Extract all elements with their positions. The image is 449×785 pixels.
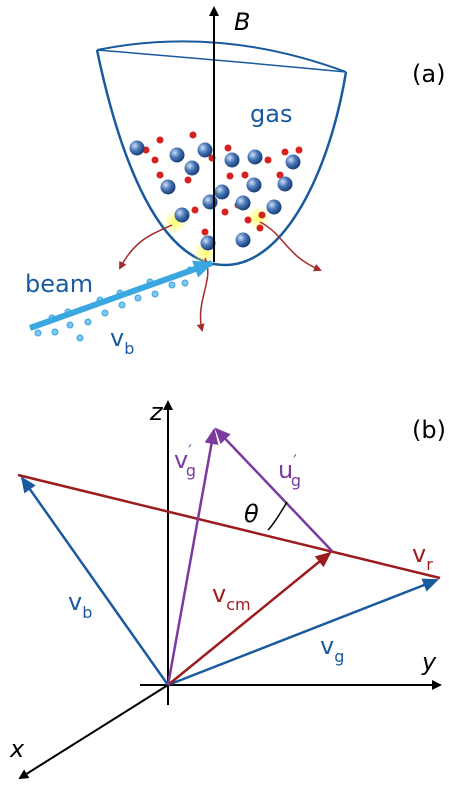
beam-velocity-label: vb xyxy=(110,324,134,358)
superscript: ′ xyxy=(188,441,192,460)
symbol: v xyxy=(110,324,124,352)
gas-label: gas xyxy=(250,100,292,128)
panel-a: B (a) gas beam vb xyxy=(25,8,445,358)
subscript: g xyxy=(291,471,301,490)
bowl-rim xyxy=(97,41,346,72)
angle-arc xyxy=(268,502,287,530)
bowl xyxy=(97,50,346,265)
vector-ug-prime xyxy=(216,429,332,551)
figure: B (a) gas beam vb z y x (b) θ v′g u′g vb… xyxy=(0,0,449,785)
symbol: v xyxy=(320,632,334,660)
vector-label: v′g xyxy=(174,441,196,480)
symbol: v xyxy=(68,588,82,616)
subscript: b xyxy=(82,603,92,622)
scatter-arrows xyxy=(120,222,320,330)
vector-vb xyxy=(22,478,168,685)
field-label: B xyxy=(234,8,250,36)
subscript: r xyxy=(426,555,433,574)
panel-label: (a) xyxy=(412,60,445,88)
vector-label: u′g xyxy=(278,451,301,490)
y-label: y xyxy=(421,648,437,676)
symbol: v xyxy=(212,580,226,608)
subscript: g xyxy=(186,461,196,480)
subscript: g xyxy=(334,647,344,666)
vector-label: vb xyxy=(68,588,92,622)
vector-label: vg xyxy=(320,632,344,666)
bowl-rim-front xyxy=(97,50,346,72)
superscript: ′ xyxy=(293,451,297,470)
subscript: cm xyxy=(226,595,250,614)
panel-label: (b) xyxy=(412,416,446,444)
x-label: x xyxy=(9,735,25,763)
symbol: v xyxy=(412,540,426,568)
angle-label: θ xyxy=(244,500,259,528)
x-axis xyxy=(20,685,168,778)
vector-vg xyxy=(168,580,437,685)
beam-label: beam xyxy=(25,270,93,298)
vector-vcm xyxy=(168,553,330,685)
vector-label: vr xyxy=(412,540,433,574)
subscript: b xyxy=(124,339,134,358)
vector-label: vcm xyxy=(212,580,251,614)
z-label: z xyxy=(149,398,164,426)
panel-b: z y x (b) θ v′g u′g vb vcm vr vg xyxy=(9,398,446,778)
